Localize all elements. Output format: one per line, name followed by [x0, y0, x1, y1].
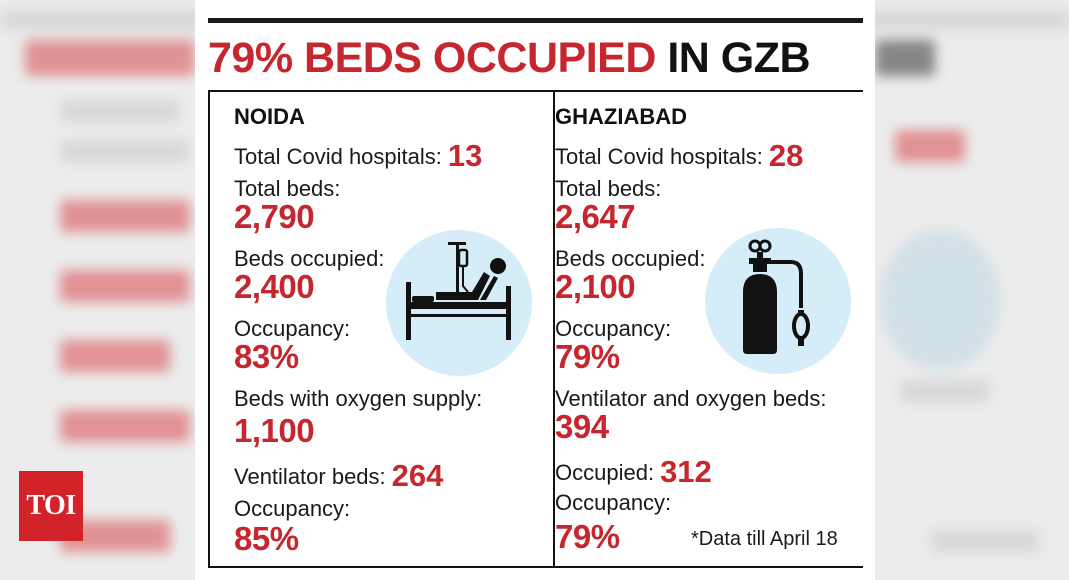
top-rule: [208, 18, 863, 23]
toi-logo: TOI: [19, 471, 83, 541]
ghaziabad-total-beds-label: Total beds:: [555, 176, 662, 201]
ghaziabad-vo-occupied-value: 312: [660, 454, 712, 489]
hospital-bed-icon: [386, 230, 532, 376]
infographic-card: 79% BEDS OCCUPIED IN GZB NOIDA Total Cov…: [195, 0, 875, 580]
headline: 79% BEDS OCCUPIED IN GZB: [208, 30, 811, 86]
headline-black: IN GZB: [667, 34, 811, 82]
footnote: *Data till April 18: [691, 528, 838, 550]
ghaziabad-hospitals: Total Covid hospitals: 28: [555, 136, 804, 173]
noida-ventilator-label: Ventilator beds:: [234, 464, 386, 489]
noida-title: NOIDA: [234, 104, 305, 129]
noida-hospitals-value: 13: [447, 138, 483, 173]
column-divider: [553, 92, 555, 566]
ghaziabad-vo-occupancy-value: 79%: [555, 518, 620, 555]
ghaziabad-vent-oxygen-label: Ventilator and oxygen beds:: [555, 386, 827, 411]
ghaziabad-vo-occupied-label: Occupied:: [555, 460, 655, 485]
noida-vent-occupancy-value: 85%: [234, 520, 299, 557]
oxygen-cylinder-icon: [705, 228, 851, 374]
noida-vent-occupancy-label: Occupancy:: [234, 496, 351, 521]
noida-occupancy-label: Occupancy:: [234, 316, 351, 341]
noida-total-beds-value: 2,790: [234, 198, 315, 235]
noida-oxygen-value: 1,100: [234, 412, 315, 449]
noida-hospitals: Total Covid hospitals: 13: [234, 136, 483, 173]
ghaziabad-vent-oxygen-value: 394: [555, 408, 609, 445]
ghaziabad-occupied-label: Beds occupied:: [555, 246, 706, 271]
noida-occupied-label: Beds occupied:: [234, 246, 385, 271]
ghaziabad-occupancy-label: Occupancy:: [555, 316, 672, 341]
ghaziabad-occupied-value: 2,100: [555, 268, 636, 305]
ghaziabad-occupancy-value: 79%: [555, 338, 620, 375]
ghaziabad-total-beds-value: 2,647: [555, 198, 636, 235]
noida-ventilator: Ventilator beds: 264: [234, 456, 444, 493]
noida-occupied-value: 2,400: [234, 268, 315, 305]
headline-red: 79% BEDS OCCUPIED: [208, 34, 656, 82]
ghaziabad-hospitals-label: Total Covid hospitals:: [555, 144, 763, 169]
ghaziabad-hospitals-value: 28: [768, 138, 804, 173]
ghaziabad-title: GHAZIABAD: [555, 104, 687, 129]
noida-total-beds-label: Total beds:: [234, 176, 341, 201]
ghaziabad-vo-occupancy-label: Occupancy:: [555, 490, 672, 515]
stats-box: NOIDA Total Covid hospitals: 13 Total bed…: [208, 90, 863, 568]
noida-oxygen-label: Beds with oxygen supply:: [234, 386, 483, 411]
noida-ventilator-value: 264: [391, 458, 444, 493]
ghaziabad-occupied-row: Occupied: 312: [555, 452, 712, 489]
noida-hospitals-label: Total Covid hospitals:: [234, 144, 442, 169]
noida-occupancy-value: 83%: [234, 338, 299, 375]
